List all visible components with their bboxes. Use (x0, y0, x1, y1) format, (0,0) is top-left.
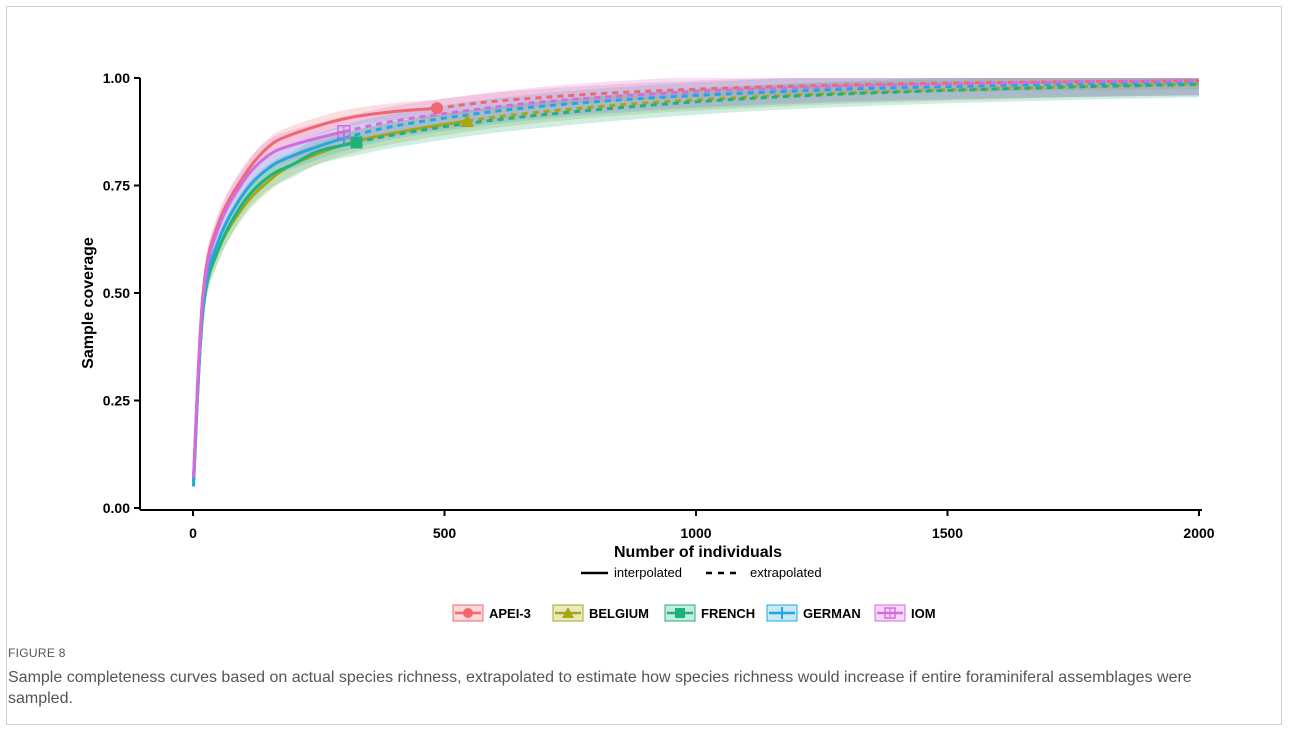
interpolated-label: interpolated (614, 565, 682, 580)
interpolated-line-iom (192, 130, 345, 478)
extrapolated-line-french (356, 82, 1200, 144)
x-axis-title: Number of individuals (614, 544, 782, 561)
legend-item-german: GERMAN (766, 604, 861, 622)
y-tick-label: 0.00 (103, 500, 130, 516)
legend-marker-belgium (562, 607, 574, 618)
line-type-legend: interpolated extrapolated (581, 565, 822, 580)
extrapolated-label: extrapolated (750, 565, 822, 580)
coverage-lines (192, 79, 1200, 487)
interpolated-line-french (192, 141, 357, 483)
x-tick-label: 0 (189, 525, 197, 541)
x-tick-label: 1500 (932, 525, 963, 541)
x-tick-label: 2000 (1183, 525, 1214, 541)
series-legend: APEI-3 BELGIUM FRENCH GERMAN IOM (452, 604, 936, 622)
axes: 0.00 0.25 0.50 0.75 1.00 0 500 1000 1500 2000 (103, 70, 1215, 541)
legend-marker-french (675, 608, 685, 618)
extrapolated-line-iom (343, 79, 1200, 134)
y-axis-title: Sample coverage (80, 237, 97, 369)
legend-marker-german (776, 607, 788, 619)
observed-point-apei-3 (430, 102, 443, 115)
interpolated-line-belgium (192, 119, 468, 478)
legend-marker-apei-3 (463, 608, 473, 618)
y-tick-label: 0.75 (103, 178, 130, 194)
x-tick-label: 500 (433, 525, 457, 541)
legend-label-apei-3: APEI-3 (489, 606, 531, 621)
y-tick-label: 0.50 (103, 285, 130, 301)
observed-point-french (350, 136, 363, 149)
observed-markers (336, 102, 475, 149)
legend-item-french: FRENCH (664, 604, 755, 622)
figure-frame (6, 6, 1282, 725)
sample-coverage-chart: 0.00 0.25 0.50 0.75 1.00 0 500 1000 1500 2000 Num… (80, 70, 1215, 622)
legend-label-iom: IOM (911, 606, 936, 621)
legend-label-french: FRENCH (701, 606, 755, 621)
observed-point-iom (337, 125, 351, 139)
legend-marker-iom (884, 607, 896, 619)
figure-label: FIGURE 8 (8, 646, 66, 660)
extrapolated-line-german (343, 80, 1200, 140)
legend-item-belgium: BELGIUM (552, 604, 649, 622)
x-tick-label: 1000 (680, 525, 711, 541)
legend-label-belgium: BELGIUM (589, 606, 649, 621)
legend-item-apei-3: APEI-3 (452, 604, 531, 622)
y-tick-label: 1.00 (103, 70, 130, 86)
observed-point-belgium (460, 114, 475, 127)
y-tick-label: 0.25 (103, 393, 130, 409)
legend-item-iom: IOM (874, 604, 936, 622)
legend-label-german: GERMAN (803, 606, 861, 621)
figure-caption: Sample completeness curves based on actu… (8, 669, 1192, 707)
